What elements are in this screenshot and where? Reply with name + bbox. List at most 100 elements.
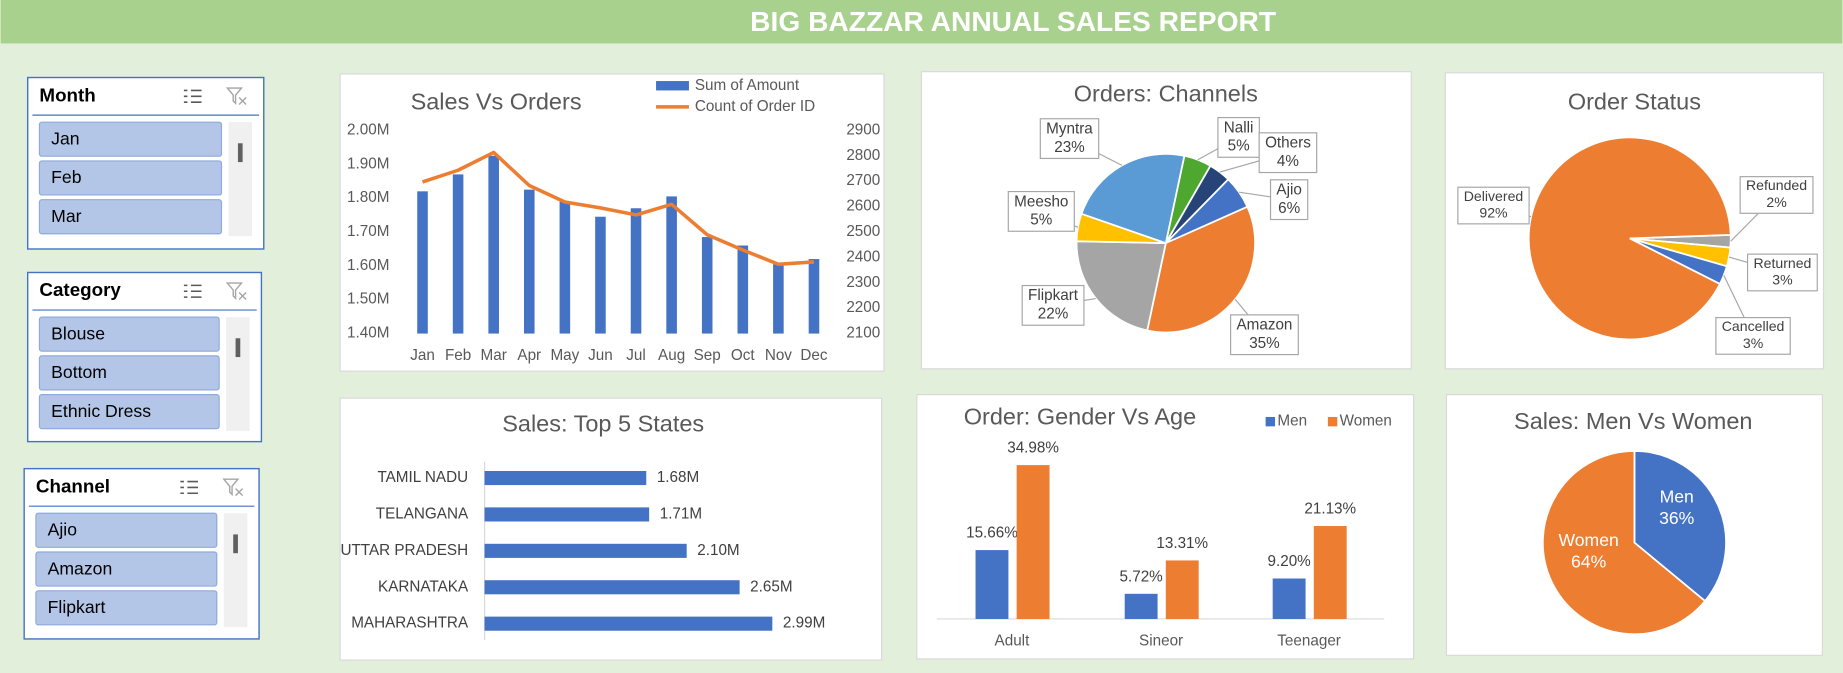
legend-swatch [1327, 416, 1338, 427]
data-label-value: 5% [1228, 138, 1250, 155]
data-label: 13.31% [1156, 535, 1208, 552]
data-label-box [1258, 132, 1318, 174]
clear-filter-button[interactable] [222, 478, 244, 497]
clear-filter-button[interactable] [225, 282, 247, 301]
bar [484, 580, 740, 595]
data-label-category: Ajio [1276, 182, 1301, 199]
y-tick-label: 2.00M [347, 121, 389, 138]
bar [701, 237, 713, 334]
y2-tick-label: 2300 [846, 274, 880, 291]
data-label-box [1269, 179, 1309, 221]
x-tick-label: May [550, 347, 579, 364]
multi-select-button[interactable] [183, 284, 202, 298]
scrollbar-thumb[interactable] [237, 143, 243, 163]
y2-tick-label: 2600 [846, 198, 880, 215]
slicer-item[interactable] [35, 590, 218, 626]
y2-tick-label: 2700 [846, 172, 880, 189]
panel [339, 73, 885, 372]
slicer-item[interactable] [38, 199, 223, 235]
slicer-item[interactable] [35, 551, 218, 587]
data-label-value: 3% [1772, 272, 1793, 288]
bar [452, 174, 464, 334]
data-label-box [1039, 118, 1100, 160]
scrollbar-thumb[interactable] [233, 534, 238, 554]
data-label-category: Delivered [1464, 188, 1523, 204]
slicer-item-label: Bottom [51, 362, 107, 382]
slicer-item[interactable] [38, 394, 220, 430]
slicer-item[interactable] [38, 316, 220, 352]
slicer-title: Month [39, 84, 95, 105]
scrollbar [228, 122, 253, 237]
data-label-value: 5% [1030, 212, 1052, 229]
x-tick-label: Adult [995, 632, 1031, 649]
legend-swatch [1265, 416, 1276, 427]
chart-title: Sales: Top 5 States [502, 410, 704, 436]
x-tick-label: Feb [445, 347, 471, 364]
data-label-value: 36% [1659, 508, 1695, 528]
x-tick-label: Jul [626, 347, 646, 364]
y-tick-label: UTTAR PRADESH [340, 542, 468, 559]
data-label-value: 23% [1054, 139, 1085, 156]
y2-tick-label: 2800 [846, 147, 880, 164]
data-label: 21.13% [1304, 501, 1356, 518]
data-label-box [1021, 284, 1085, 326]
x-tick-label: Dec [800, 347, 827, 364]
pie-slice [1080, 153, 1186, 245]
y-tick-label: KARNATAKA [378, 578, 469, 595]
data-label-category: Women [1558, 530, 1618, 550]
data-label-category: Returned [1753, 255, 1811, 271]
y-tick-label: 1.80M [347, 189, 389, 206]
data-label-value: 35% [1249, 335, 1280, 352]
slicer-item-label: Amazon [48, 558, 113, 578]
panel [339, 397, 883, 661]
y2-tick-label: 2900 [846, 121, 880, 138]
data-label: 1.71M [660, 505, 702, 522]
multi-select-button[interactable] [183, 89, 202, 103]
legend-label: Men [1277, 413, 1307, 430]
bar [559, 201, 571, 334]
y2-tick-label: 2400 [846, 248, 880, 265]
data-label: 2.65M [750, 578, 792, 595]
slicer-item[interactable] [38, 121, 223, 157]
data-label-value: 92% [1479, 205, 1508, 221]
y2-tick-label: 2100 [846, 325, 880, 342]
data-label-value: 6% [1278, 200, 1300, 217]
bar [417, 191, 428, 334]
bar [808, 259, 820, 334]
y-tick-label: 1.70M [347, 223, 389, 240]
y-tick-label: TAMIL NADU [377, 469, 468, 486]
scrollbar-thumb[interactable] [235, 338, 241, 358]
y2-tick-label: 2200 [846, 299, 880, 316]
bar [1313, 526, 1347, 619]
bar [666, 196, 677, 334]
bar [1165, 560, 1199, 619]
x-tick-label: Sep [694, 347, 721, 364]
scrollbar [223, 513, 248, 628]
y-tick-label: MAHARASHTRA [351, 615, 469, 632]
bar [523, 189, 535, 334]
slicer-item[interactable] [38, 160, 223, 196]
header-band [0, 0, 1843, 44]
slicer-item[interactable] [35, 512, 218, 548]
y-tick-label: 1.50M [347, 291, 389, 308]
data-label-box [1715, 317, 1791, 355]
x-tick-label: Apr [517, 347, 541, 364]
multi-select-button[interactable] [180, 480, 198, 495]
data-label-box [1739, 176, 1814, 214]
slicer-item-label: Blouse [51, 323, 105, 343]
data-label-category: Nalli [1224, 119, 1254, 136]
chart-title: Order: Gender Vs Age [964, 403, 1196, 429]
slicer-item-label: Jan [51, 128, 79, 148]
bar [488, 155, 499, 334]
pie-slice [1075, 240, 1167, 332]
x-tick-label: Nov [765, 347, 792, 364]
data-label: 15.66% [966, 525, 1018, 542]
clear-filter-button[interactable] [225, 87, 247, 106]
chart-title: Orders: Channels [1074, 80, 1258, 106]
x-tick-label: Teenager [1277, 632, 1341, 649]
data-label-value: 3% [1743, 335, 1764, 351]
y2-tick-label: 2500 [846, 223, 880, 240]
slicer-item[interactable] [38, 355, 220, 391]
slicer-title: Channel [36, 475, 110, 496]
data-label-box [1747, 253, 1818, 292]
